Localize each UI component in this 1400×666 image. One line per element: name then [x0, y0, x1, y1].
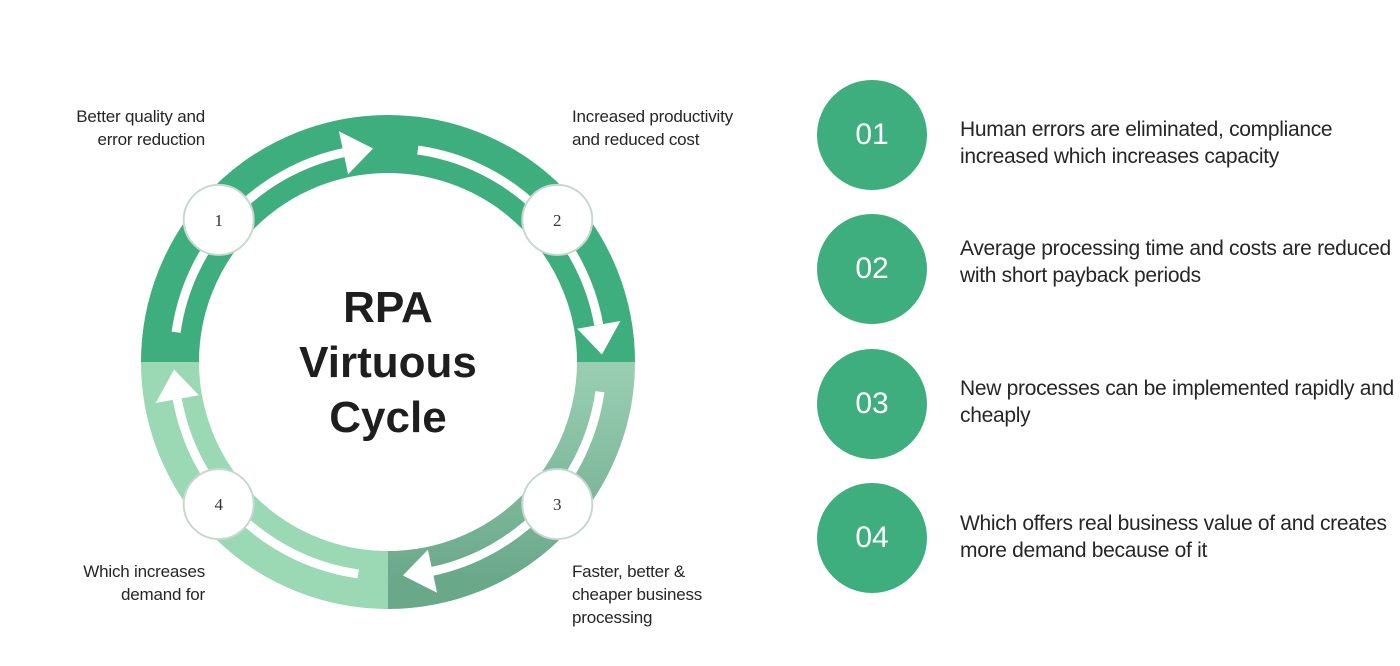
node-2-circle — [521, 183, 594, 256]
node-3-number: 3 — [553, 495, 562, 514]
node-1-label: Better quality and error reduction — [76, 107, 205, 149]
node-3-circle — [521, 468, 594, 541]
step-01-badge: 01 — [817, 80, 927, 190]
flow-arrow-1-head — [338, 131, 374, 175]
flow-arrow-3-head — [402, 549, 438, 593]
ring-inner-fill — [200, 174, 576, 550]
cycle-title: RPA Virtuous Cycle — [299, 283, 477, 442]
step-02-badge: 02 — [817, 214, 927, 324]
step-03-text: New processes can be implemented rapidly… — [960, 377, 1394, 427]
node-2-label: Increased productivity and reduced cost — [572, 107, 733, 149]
node-4-label: Which increases demand for — [83, 562, 205, 604]
step-03-badge: 03 — [817, 349, 927, 459]
node-1-circle — [182, 183, 255, 256]
step-04-text: Which offers real business value of and … — [960, 512, 1387, 562]
step-02-text: Average processing time and costs are re… — [960, 237, 1391, 287]
step-04-badge: 04 — [817, 483, 927, 593]
node-3-label: Faster, better & cheaper business proces… — [572, 562, 703, 627]
flow-arrow-2-head — [577, 321, 621, 355]
node-4-number: 4 — [214, 495, 223, 514]
node-1-number: 1 — [214, 211, 223, 230]
flow-arrow-4-head — [155, 369, 199, 403]
node-2-number: 2 — [553, 211, 562, 230]
step-01-text: Human errors are eliminated, compliance … — [960, 118, 1333, 168]
node-4-circle — [182, 468, 255, 541]
